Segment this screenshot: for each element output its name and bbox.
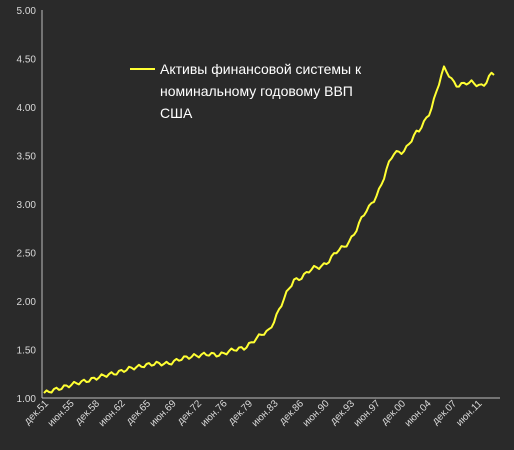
y-tick-label: 3.50 [17, 152, 37, 163]
series-line [43, 65, 495, 394]
legend-line-1: Активы финансовой системы к [160, 61, 362, 77]
y-tick-label: 4.00 [17, 103, 37, 114]
legend-line-3: США [160, 105, 193, 121]
y-tick-label: 2.50 [17, 249, 37, 260]
y-axis-ticks: 1.00 1.50 2.00 2.50 3.00 3.50 4.00 4.50 5.00 [17, 6, 37, 405]
y-tick-label: 5.00 [17, 6, 37, 17]
y-tick-label: 1.50 [17, 346, 37, 357]
y-tick-label: 2.00 [17, 297, 37, 308]
legend: Активы финансовой системы к номинальному… [130, 61, 362, 121]
y-tick-label: 1.00 [17, 394, 37, 405]
y-tick-label: 4.50 [17, 55, 37, 66]
y-tick-label: 3.00 [17, 200, 37, 211]
legend-line-2: номинальному годовому ВВП [160, 83, 353, 99]
